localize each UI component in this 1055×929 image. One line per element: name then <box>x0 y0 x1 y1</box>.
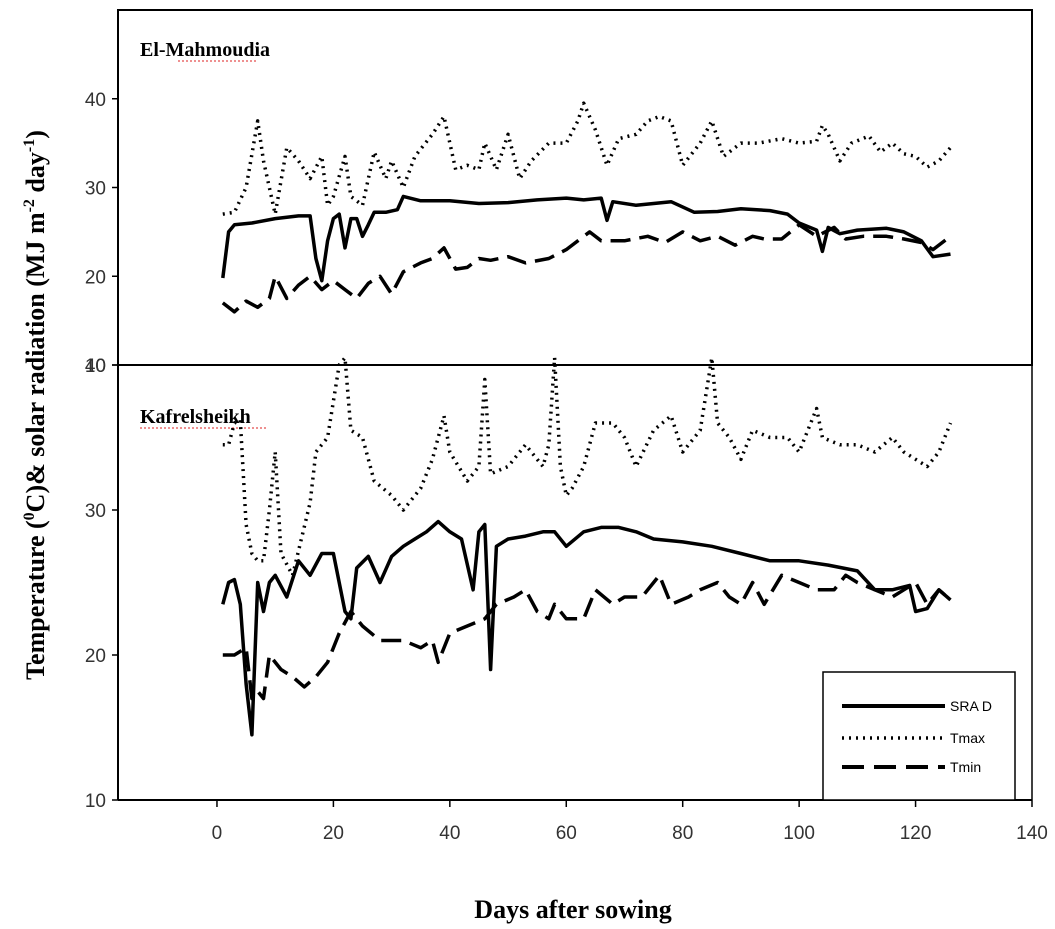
x-tick-label: 60 <box>556 823 577 844</box>
legend-label-srad: SRA D <box>950 698 992 714</box>
upper-y-ticks: 10 20 30 40 <box>85 90 118 377</box>
y-tick-label: 10 <box>85 356 106 377</box>
upper-panel-frame <box>117 9 1033 366</box>
legend-label-tmin: Tmin <box>950 759 981 775</box>
x-tick-label: 100 <box>783 823 815 844</box>
series-line-srad <box>221 519 952 737</box>
y-tick-label: 40 <box>85 90 106 111</box>
x-tick-label: 120 <box>900 823 932 844</box>
series-line-tmin <box>221 223 952 314</box>
series-line-srad <box>221 194 951 283</box>
y-tick-label: 30 <box>85 501 106 522</box>
series-line-tmax <box>222 356 953 578</box>
x-tick-label: 40 <box>439 823 460 844</box>
y-title-part-2: C)& solar radiation (MJ m <box>21 212 50 512</box>
upper-series <box>221 101 952 314</box>
y-title-superscript-3: -1 <box>21 139 38 152</box>
series-line-tmin <box>222 573 952 701</box>
y-title-superscript-1: 0 <box>21 512 38 520</box>
x-tick-label: 80 <box>672 823 693 844</box>
y-tick-label: 30 <box>85 179 106 200</box>
x-tick-label: 0 <box>212 823 223 844</box>
x-tick-label: 20 <box>323 823 344 844</box>
y-tick-label: 10 <box>85 791 106 812</box>
legend-label-tmax: Tmax <box>950 730 985 746</box>
upper-site-label: El-Mahmoudia <box>140 39 270 61</box>
y-title-part-3: day <box>21 152 50 199</box>
lower-panel: Kafrelsheikh 10 20 30 40 <box>85 356 1033 812</box>
upper-panel: El-Mahmoudia 10 20 30 40 <box>85 9 1033 377</box>
lower-site-label: Kafrelsheikh <box>140 406 251 428</box>
y-tick-label: 20 <box>85 646 106 667</box>
legend: SRA D Tmax Tmin <box>822 671 1016 801</box>
y-tick-label: 20 <box>85 267 106 288</box>
lower-y-ticks: 10 20 30 40 <box>85 356 118 812</box>
y-title-part-1: Temperature ( <box>21 520 50 680</box>
x-axis-ticks: 0 20 40 60 80 100 120 140 <box>212 800 1048 844</box>
x-axis-title: Days after sowing <box>474 895 671 924</box>
y-axis-title: Temperature (0C)& solar radiation (MJ m-… <box>21 130 50 680</box>
legend-box <box>822 671 1016 801</box>
y-title-part-4: ) <box>21 130 50 139</box>
y-tick-label: 40 <box>85 356 106 377</box>
x-tick-label: 140 <box>1016 823 1048 844</box>
series-line-tmax <box>222 101 952 216</box>
lower-series <box>221 356 953 737</box>
y-title-superscript-2: -2 <box>21 199 38 212</box>
